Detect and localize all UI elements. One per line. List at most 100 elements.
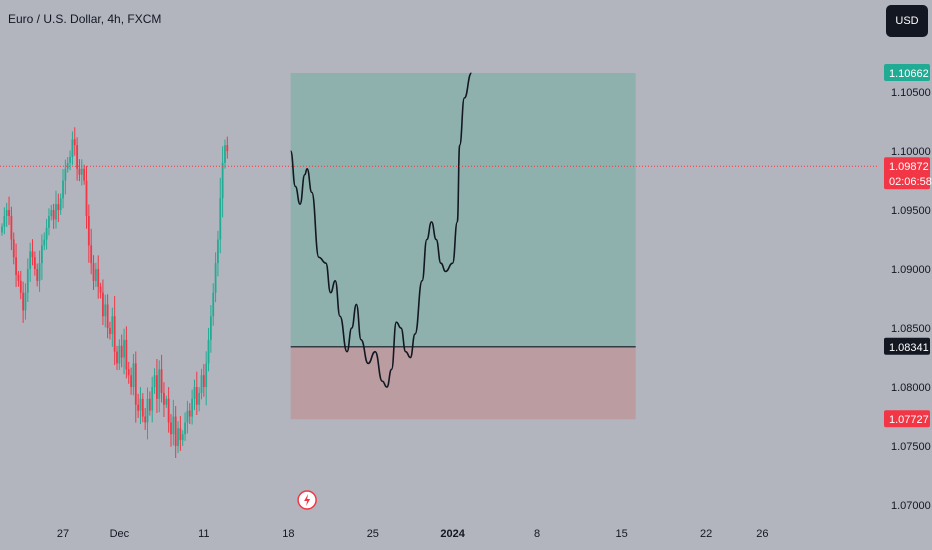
chart-title: Euro / U.S. Dollar, 4h, FXCM: [8, 12, 162, 26]
candle-body: [69, 156, 71, 163]
price-axis[interactable]: 1.10500 1.10000 1.09500 1.09000 1.08500 1.080…: [884, 64, 932, 512]
date-tick-label: 27: [57, 528, 69, 540]
candle-body: [85, 180, 88, 216]
candle-body: [43, 239, 46, 246]
date-tick-label: 25: [367, 528, 379, 540]
candle-body: [132, 363, 135, 388]
candle-body: [148, 398, 151, 411]
candle-body: [120, 345, 123, 358]
candle-body: [177, 428, 179, 447]
candle-body: [59, 198, 62, 211]
entry-price-label-text: 1.08341: [889, 342, 929, 354]
projection-drawing[interactable]: [289, 72, 473, 388]
candle-body: [167, 398, 170, 423]
candle-body: [97, 269, 100, 287]
candle-body: [76, 145, 79, 169]
candle-body: [64, 168, 67, 181]
candle-body: [40, 245, 43, 264]
date-tick-label: 15: [615, 528, 627, 540]
candle-body: [57, 204, 60, 211]
candle-body: [113, 316, 116, 352]
candle-body: [181, 434, 184, 441]
candle-body: [195, 387, 198, 405]
candle-body: [226, 145, 229, 152]
lightning-bolt: [304, 494, 311, 506]
candle-body: [202, 375, 205, 388]
candle-body: [153, 375, 156, 388]
candle-body: [174, 416, 177, 447]
event-marker[interactable]: [297, 490, 317, 510]
candle-body: [207, 339, 210, 364]
candle-body: [15, 257, 17, 275]
candle-body: [130, 375, 132, 388]
candle-body: [198, 392, 201, 405]
candle-body: [116, 351, 118, 364]
candle-body: [219, 198, 222, 240]
current-price-label-text: 1.09872: [889, 161, 929, 173]
candlestick-series: [1, 127, 229, 459]
price-tick-label: 1.08500: [891, 323, 931, 335]
candle-body: [80, 168, 83, 175]
price-tick-label: 1.09000: [891, 264, 931, 276]
candle-body: [10, 215, 13, 240]
candle-body: [139, 398, 142, 411]
candle-body: [29, 251, 32, 270]
candle-body: [26, 269, 29, 293]
current-price-label-text: 02:06:58: [889, 176, 932, 188]
target-price-label-text: 1.10662: [889, 68, 929, 80]
candle-body: [184, 422, 186, 435]
candle-body: [125, 339, 128, 370]
date-tick-label: 11: [198, 528, 209, 540]
price-tick-label: 1.08000: [891, 382, 931, 394]
candle-body: [191, 398, 194, 417]
candle-body: [22, 292, 25, 311]
price-tick-label: 1.07000: [891, 500, 931, 512]
candle-body: [62, 180, 64, 199]
candle-body: [50, 210, 53, 216]
candle-body: [1, 226, 3, 233]
candle-body: [217, 239, 219, 264]
candle-body: [94, 269, 97, 281]
candle-body: [92, 263, 95, 281]
candle-body: [151, 387, 154, 411]
candle-body: [186, 410, 189, 423]
candle-body: [212, 292, 215, 317]
candle-body: [144, 416, 147, 423]
candle-body: [71, 139, 74, 157]
candle-body: [214, 263, 217, 293]
candle-body: [48, 215, 50, 228]
candle-body: [158, 369, 161, 399]
candle-body: [165, 398, 168, 405]
price-tick-label: 1.10000: [891, 146, 931, 158]
candle-body: [163, 392, 165, 405]
candle-body: [127, 369, 130, 376]
price-lines: [0, 165, 878, 348]
candle-body: [3, 215, 6, 227]
candle-body: [104, 304, 107, 317]
date-tick-label: 26: [756, 528, 768, 540]
candle-body: [188, 410, 191, 417]
date-tick-label: Dec: [110, 528, 130, 540]
candle-body: [5, 210, 8, 216]
date-tick-label: 22: [700, 528, 712, 540]
candle-body: [221, 162, 224, 199]
candle-body: [24, 292, 27, 311]
entry-price-label-bg: [884, 337, 930, 355]
price-tick-label: 1.09500: [891, 205, 931, 217]
candle-body: [141, 398, 144, 417]
candle-body: [52, 210, 55, 220]
candle-body: [205, 363, 208, 388]
candle-body: [106, 304, 109, 329]
currency-button[interactable]: USD: [886, 5, 928, 37]
long-position-zones[interactable]: [290, 73, 636, 420]
candle-body: [17, 274, 20, 281]
date-tick-label: 2024: [440, 528, 465, 540]
candle-body: [160, 369, 163, 393]
candle-body: [134, 363, 137, 405]
candle-body: [83, 168, 86, 181]
candle-body: [87, 215, 90, 246]
time-axis[interactable]: 27 Dec 11 18 25 2024 8 15 22 26: [57, 528, 769, 540]
price-tick-label: 1.07500: [891, 441, 931, 453]
candle-body: [8, 210, 10, 216]
